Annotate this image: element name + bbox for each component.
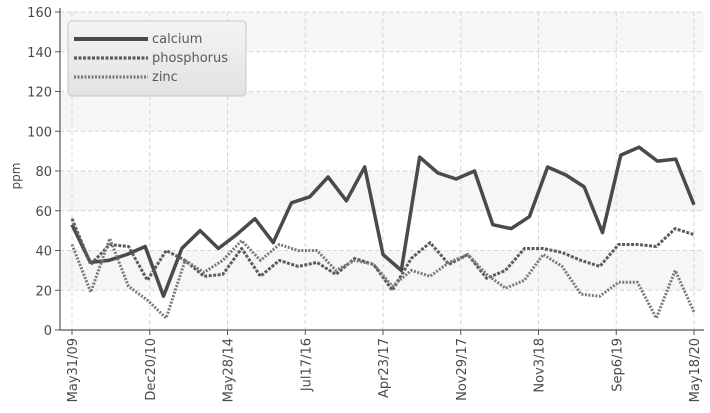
y-tick-label: 140 bbox=[27, 46, 52, 61]
x-tick-label: Sep6/19 bbox=[610, 338, 625, 392]
series-line-zinc bbox=[70, 237, 696, 320]
series-lines bbox=[70, 145, 696, 320]
x-tick-label: Nov29/17 bbox=[455, 338, 470, 401]
plot-band bbox=[60, 131, 704, 171]
x-tick-label: May18/20 bbox=[688, 338, 703, 402]
x-tick-label: May31/09 bbox=[66, 338, 81, 402]
legend-label-calcium: calcium bbox=[152, 32, 202, 47]
y-tick-labels: 0 20 40 60 80 100 120 140 160 bbox=[27, 6, 60, 339]
x-tick-labels: May31/09 Dec20/10 May28/14 Jul17/16 Apr23/17… bbox=[66, 330, 703, 402]
y-tick-label: 60 bbox=[35, 205, 52, 220]
x-tick-label: May28/14 bbox=[222, 338, 237, 402]
y-tick-label: 40 bbox=[35, 245, 52, 260]
legend-label-zinc: zinc bbox=[152, 70, 178, 85]
y-tick-label: 80 bbox=[35, 165, 52, 180]
y-tick-label: 0 bbox=[44, 324, 52, 339]
x-tick-label: Jul17/16 bbox=[299, 338, 314, 392]
y-tick-label: 20 bbox=[35, 284, 52, 299]
y-tick-label: 100 bbox=[27, 125, 52, 140]
y-tick-label: 160 bbox=[27, 6, 52, 21]
plot-band bbox=[60, 91, 704, 132]
series-line-calcium bbox=[70, 145, 696, 298]
y-axis-label: ppm bbox=[9, 163, 23, 190]
x-tick-label: Dec20/10 bbox=[144, 338, 159, 401]
x-tick-label: Apr23/17 bbox=[377, 338, 392, 398]
x-tick-label: Nov3/18 bbox=[533, 338, 548, 393]
plot-band bbox=[60, 171, 704, 211]
axes bbox=[59, 8, 704, 331]
legend: calcium phosphorus zinc bbox=[67, 20, 247, 97]
y-tick-label: 120 bbox=[27, 86, 52, 101]
legend-label-phosphorus: phosphorus bbox=[152, 51, 228, 66]
